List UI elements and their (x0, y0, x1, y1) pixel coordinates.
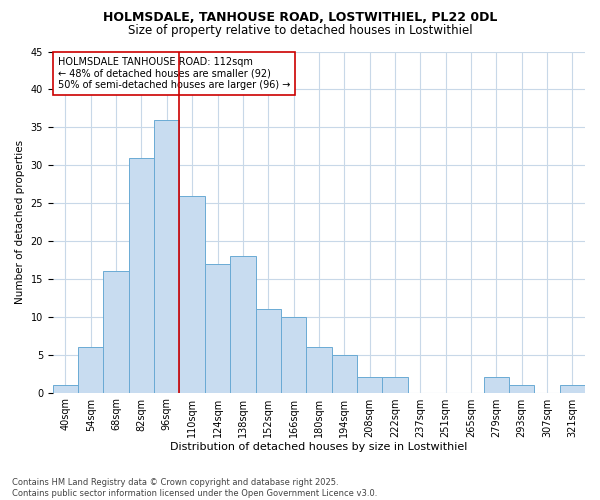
Bar (560, 385, 585, 392)
Bar (306, 347, 332, 393)
Bar (103, 272, 129, 392)
Y-axis label: Number of detached properties: Number of detached properties (15, 140, 25, 304)
Bar (357, 378, 382, 392)
Text: Size of property relative to detached houses in Lostwithiel: Size of property relative to detached ho… (128, 24, 472, 37)
Bar (484, 378, 509, 392)
Bar (230, 256, 256, 392)
Bar (382, 378, 407, 392)
Text: HOLMSDALE TANHOUSE ROAD: 112sqm
← 48% of detached houses are smaller (92)
50% of: HOLMSDALE TANHOUSE ROAD: 112sqm ← 48% of… (58, 56, 290, 90)
Bar (129, 158, 154, 392)
X-axis label: Distribution of detached houses by size in Lostwithiel: Distribution of detached houses by size … (170, 442, 467, 452)
Text: HOLMSDALE, TANHOUSE ROAD, LOSTWITHIEL, PL22 0DL: HOLMSDALE, TANHOUSE ROAD, LOSTWITHIEL, P… (103, 11, 497, 24)
Bar (154, 120, 179, 392)
Bar (179, 196, 205, 392)
Bar (256, 309, 281, 392)
Text: Contains HM Land Registry data © Crown copyright and database right 2025.
Contai: Contains HM Land Registry data © Crown c… (12, 478, 377, 498)
Bar (509, 385, 535, 392)
Bar (53, 385, 78, 392)
Bar (332, 354, 357, 393)
Bar (205, 264, 230, 392)
Bar (281, 317, 306, 392)
Bar (78, 347, 103, 393)
